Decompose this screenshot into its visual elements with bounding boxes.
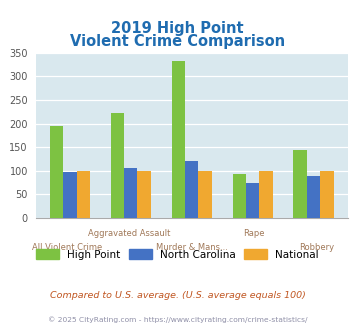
Bar — [320, 171, 334, 218]
Text: All Violent Crime: All Violent Crime — [32, 243, 102, 251]
Bar — [233, 175, 246, 218]
Text: Aggravated Assault: Aggravated Assault — [88, 229, 170, 238]
Bar — [171, 61, 185, 218]
Text: Rape: Rape — [244, 229, 265, 238]
Bar — [246, 183, 260, 218]
Bar — [63, 172, 77, 218]
Bar — [307, 176, 320, 218]
Bar — [137, 171, 151, 218]
Text: Murder & Mans...: Murder & Mans... — [156, 243, 228, 251]
Text: © 2025 CityRating.com - https://www.cityrating.com/crime-statistics/: © 2025 CityRating.com - https://www.city… — [48, 317, 307, 323]
Text: 2019 High Point: 2019 High Point — [111, 20, 244, 36]
Text: Violent Crime Comparison: Violent Crime Comparison — [70, 34, 285, 49]
Legend: High Point, North Carolina, National: High Point, North Carolina, National — [32, 245, 323, 264]
Bar — [294, 150, 307, 218]
Text: Robbery: Robbery — [299, 243, 334, 251]
Text: Compared to U.S. average. (U.S. average equals 100): Compared to U.S. average. (U.S. average … — [50, 291, 305, 300]
Bar — [185, 161, 198, 218]
Bar — [260, 171, 273, 218]
Bar — [111, 113, 124, 218]
Bar — [77, 171, 90, 218]
Bar — [198, 171, 212, 218]
Bar — [124, 168, 137, 218]
Bar — [50, 126, 63, 218]
